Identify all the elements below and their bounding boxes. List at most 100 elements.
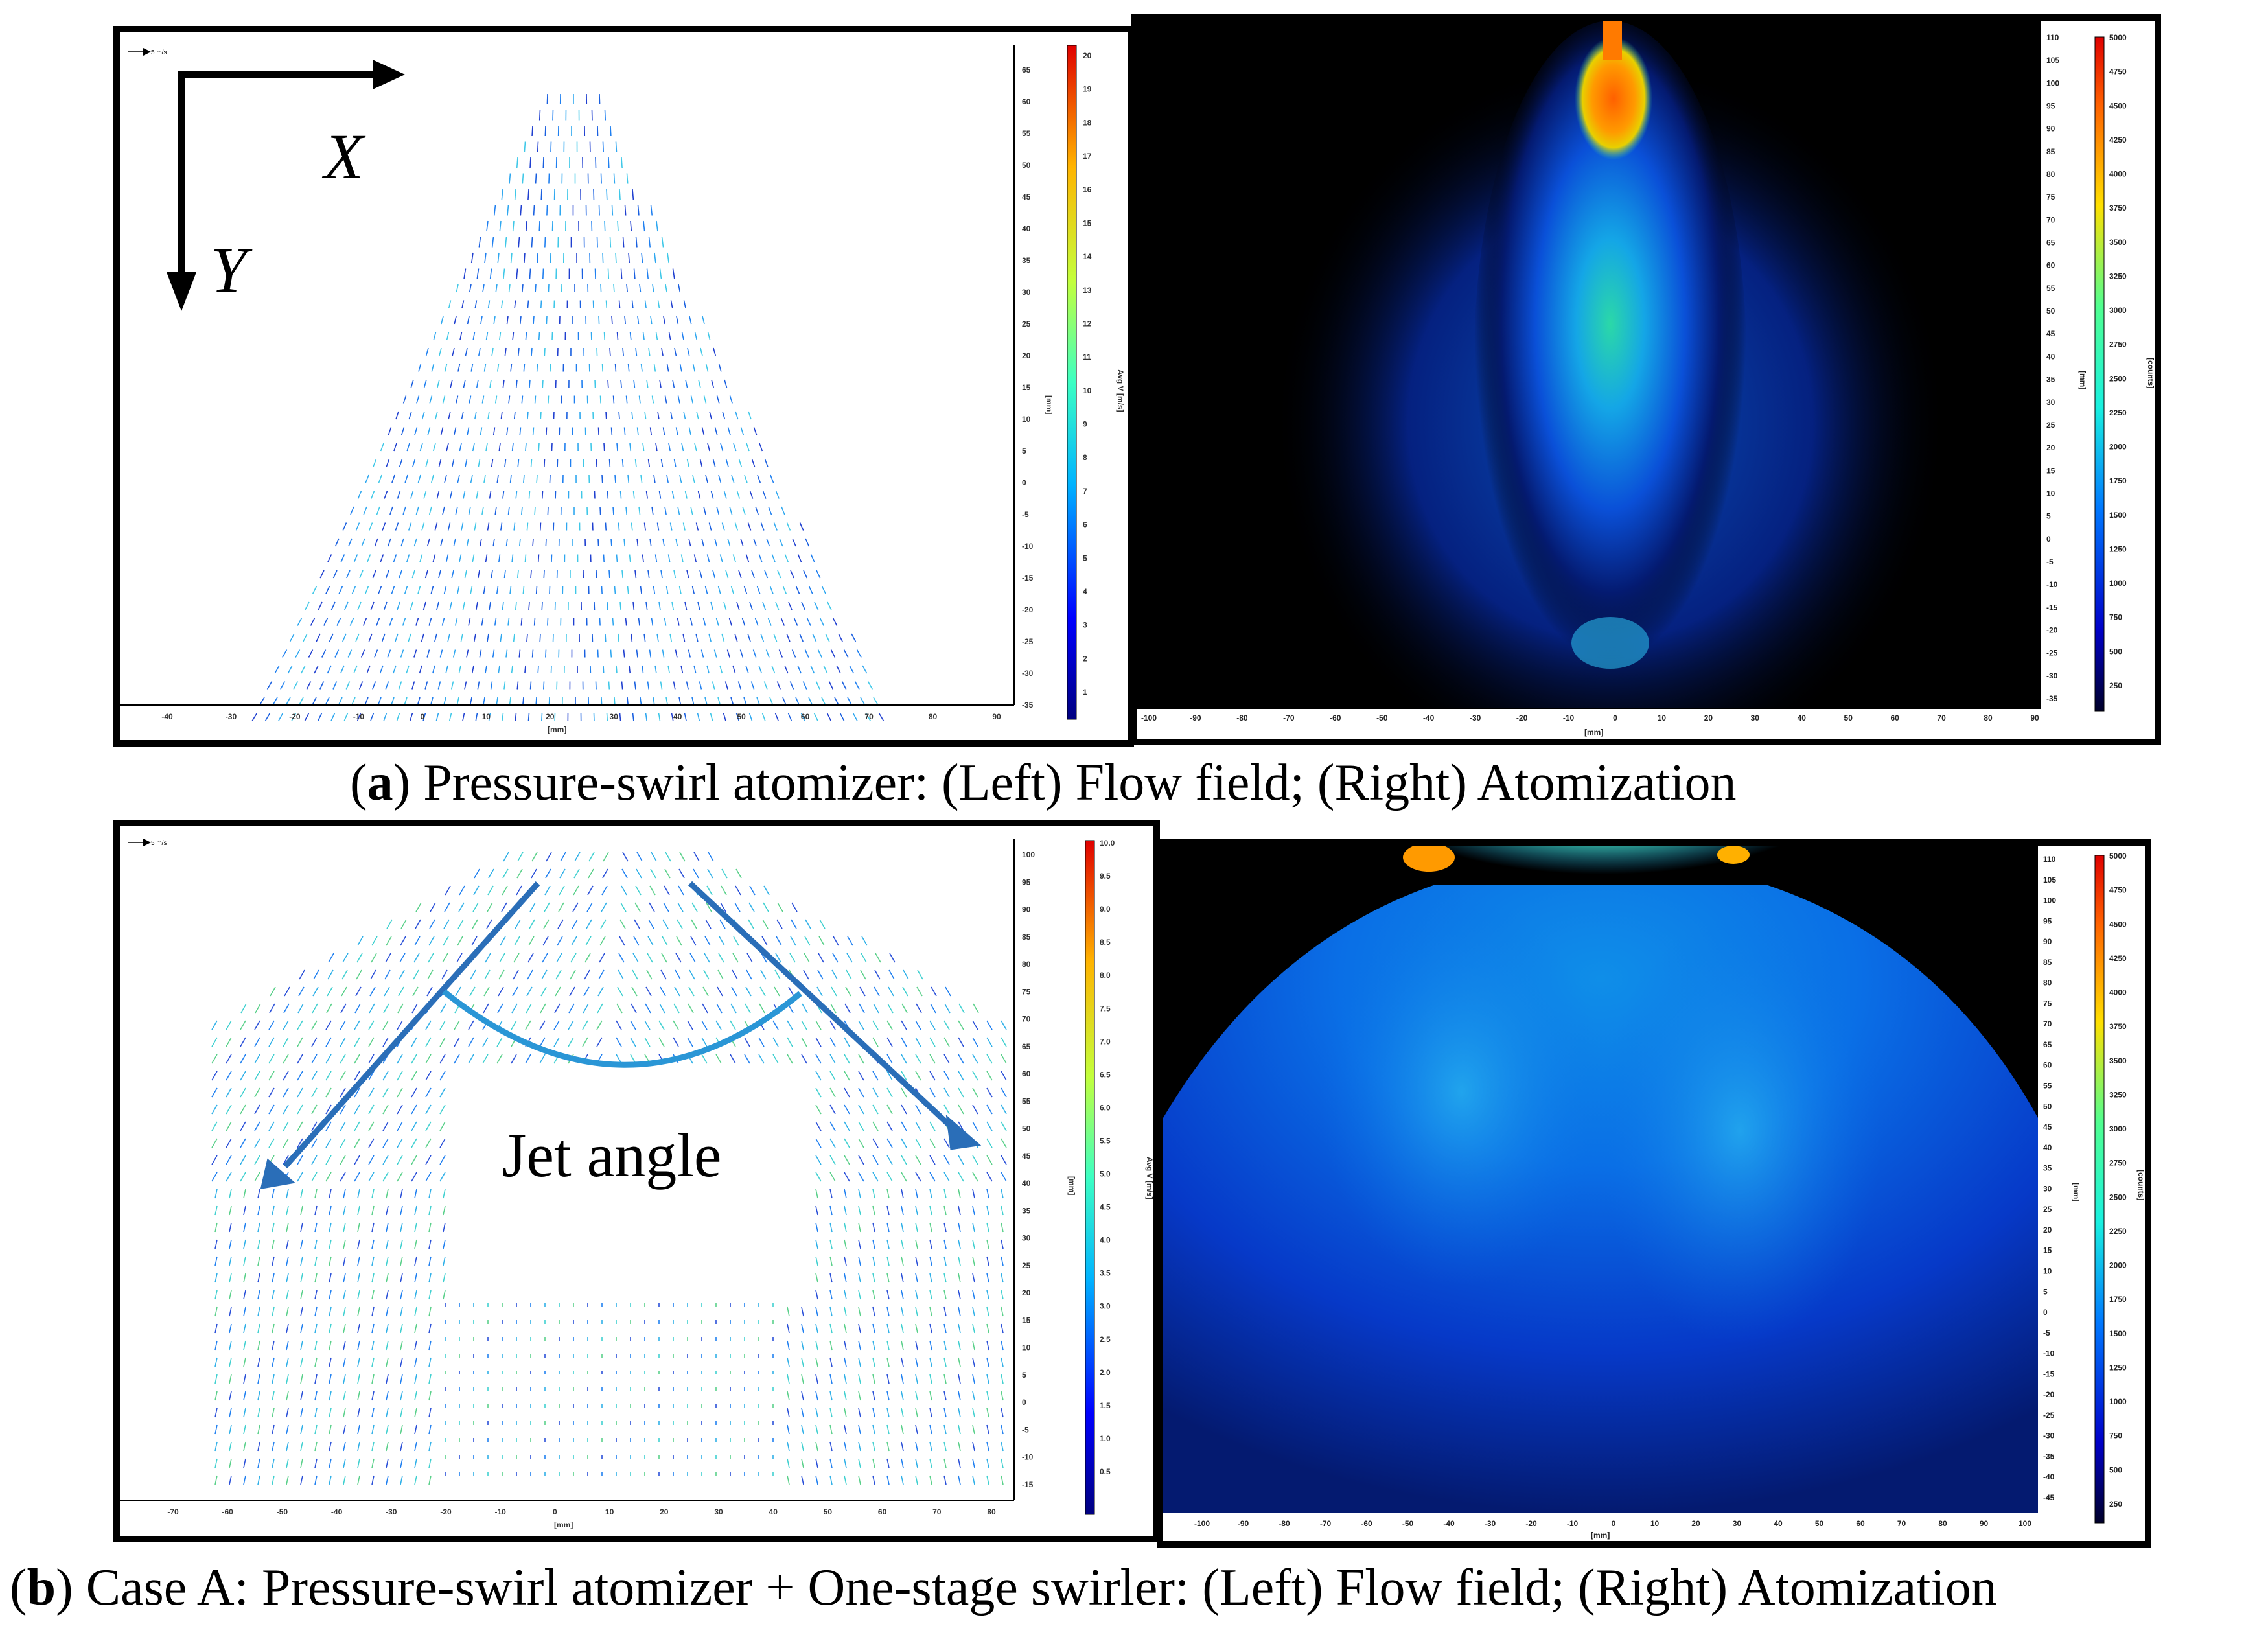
velocity-vector xyxy=(758,554,763,562)
tick-label: 4.0 xyxy=(1100,1236,1111,1245)
velocity-vector xyxy=(743,586,748,594)
velocity-vector xyxy=(844,1424,847,1435)
velocity-vector xyxy=(329,1290,332,1300)
velocity-vector xyxy=(768,506,772,515)
velocity-vector xyxy=(522,284,524,293)
velocity-vector xyxy=(972,1155,978,1165)
velocity-vector xyxy=(614,474,616,483)
velocity-vector xyxy=(448,300,452,308)
velocity-vector xyxy=(572,902,579,912)
velocity-vector xyxy=(654,665,657,674)
velocity-vector xyxy=(371,1408,375,1418)
velocity-vector xyxy=(371,491,375,499)
velocity-vector xyxy=(751,459,756,467)
velocity-vector xyxy=(411,1037,417,1047)
velocity-vector xyxy=(465,347,468,356)
velocity-vector xyxy=(799,633,804,642)
tick-label: 80 xyxy=(987,1507,996,1516)
velocity-vector xyxy=(297,618,303,626)
velocity-vector xyxy=(677,919,683,929)
velocity-vector xyxy=(497,1003,503,1014)
tick-label: 1.5 xyxy=(1100,1401,1111,1410)
velocity-vector xyxy=(745,554,750,562)
velocity-vector xyxy=(329,1273,332,1283)
velocity-vector xyxy=(695,522,699,531)
velocity-vector xyxy=(668,443,671,452)
tick-label: 1750 xyxy=(2109,476,2127,485)
velocity-vector xyxy=(616,1003,623,1014)
velocity-vector xyxy=(929,1205,932,1216)
velocity-vector xyxy=(714,538,718,547)
velocity-vector xyxy=(283,1020,289,1030)
tick-label: -10 xyxy=(1022,542,1034,551)
velocity-vector xyxy=(467,427,470,435)
velocity-vector xyxy=(602,868,608,879)
velocity-vector xyxy=(872,1239,875,1249)
tick-label: 6 xyxy=(1083,520,1087,529)
droplet-cluster-left xyxy=(1403,846,1455,872)
velocity-vector xyxy=(658,1020,665,1030)
velocity-vector xyxy=(514,936,520,946)
velocity-vector xyxy=(705,474,708,483)
velocity-vector xyxy=(526,986,533,997)
velocity-vector xyxy=(986,1037,993,1047)
velocity-vector xyxy=(719,936,725,946)
velocity-vector xyxy=(469,697,472,706)
tick-label: -5 xyxy=(1022,510,1029,519)
velocity-vector xyxy=(254,1087,260,1098)
velocity-vector xyxy=(817,969,824,980)
velocity-vector xyxy=(300,1306,303,1317)
velocity-vector xyxy=(254,1071,260,1081)
velocity-vector xyxy=(804,649,809,658)
colorbar xyxy=(1085,840,1095,1515)
tick-label: 100 xyxy=(1022,850,1035,859)
velocity-vector xyxy=(815,1441,818,1452)
velocity-vector xyxy=(457,936,463,946)
velocity-vector xyxy=(780,618,785,626)
velocity-vector xyxy=(404,474,408,483)
velocity-vector xyxy=(712,681,715,690)
velocity-vector xyxy=(872,1458,875,1468)
velocity-vector xyxy=(325,1054,332,1064)
velocity-vector xyxy=(369,986,376,997)
velocity-vector xyxy=(542,268,544,279)
velocity-vector xyxy=(425,1155,432,1165)
velocity-vector xyxy=(734,902,741,912)
velocity-vector xyxy=(229,1239,232,1249)
velocity-vector xyxy=(958,1172,964,1182)
velocity-vector xyxy=(426,538,430,547)
tick-label: 50 xyxy=(1815,1519,1824,1528)
velocity-vector xyxy=(665,284,667,293)
velocity-vector xyxy=(343,1340,346,1351)
velocity-vector xyxy=(371,936,378,946)
velocity-vector xyxy=(943,1172,950,1182)
velocity-vector xyxy=(858,1340,861,1351)
velocity-vector xyxy=(672,268,675,279)
velocity-vector xyxy=(630,1020,636,1030)
velocity-vector xyxy=(764,570,769,579)
velocity-vector xyxy=(425,459,429,467)
velocity-vector xyxy=(929,1408,932,1418)
velocity-vector xyxy=(595,681,597,690)
velocity-vector xyxy=(972,1458,975,1468)
tick-label: 4500 xyxy=(2109,101,2127,110)
velocity-vector xyxy=(314,1306,318,1317)
velocity-vector xyxy=(915,1020,921,1030)
velocity-vector xyxy=(858,1189,861,1199)
velocity-vector xyxy=(478,237,481,248)
velocity-vector xyxy=(738,459,743,467)
velocity-vector xyxy=(943,1475,947,1485)
velocity-vector xyxy=(537,554,540,562)
velocity-vector xyxy=(689,618,693,626)
velocity-vector xyxy=(886,1306,890,1317)
velocity-vector xyxy=(463,491,466,499)
velocity-vector xyxy=(915,1172,921,1182)
velocity-vector xyxy=(829,1071,836,1081)
velocity-vector xyxy=(751,570,755,579)
velocity-vector xyxy=(620,268,623,279)
velocity-vector xyxy=(836,665,841,674)
velocity-vector xyxy=(454,1037,460,1047)
velocity-vector xyxy=(599,93,601,105)
velocity-vector xyxy=(482,1054,489,1064)
velocity-vector xyxy=(474,300,478,308)
